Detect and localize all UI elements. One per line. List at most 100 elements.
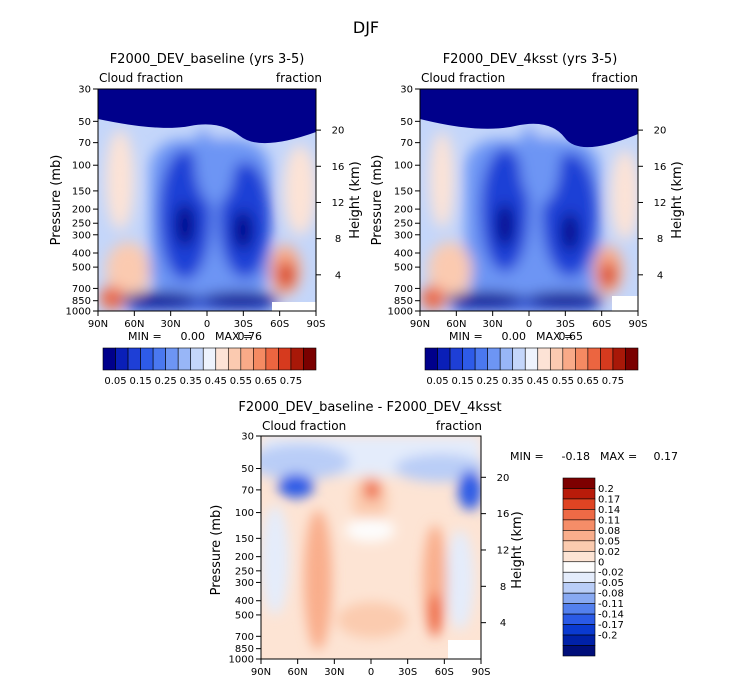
max-label: MAX = bbox=[215, 330, 252, 343]
colorbar-swatch bbox=[562, 561, 596, 573]
y-tick-label: 250 bbox=[235, 566, 254, 577]
colorbar-label: 0.02 bbox=[598, 547, 620, 558]
colorbar-label: 0.55 bbox=[552, 376, 574, 387]
y-tick-label: 100 bbox=[394, 161, 413, 172]
colorbar-label: 0.35 bbox=[180, 376, 202, 387]
colorbar-swatch bbox=[562, 645, 596, 657]
y-tick-label: 70 bbox=[400, 138, 413, 149]
colorbar-swatch bbox=[278, 347, 292, 371]
contour-field bbox=[98, 89, 316, 311]
y-tick-label: 250 bbox=[394, 219, 413, 230]
left-label: Cloud fraction bbox=[421, 71, 505, 85]
y2-axis-label: Height (km) bbox=[510, 511, 525, 588]
colorbar-swatch bbox=[562, 477, 596, 489]
y-tick-label: 1000 bbox=[388, 307, 413, 318]
x-tick-label: 0 bbox=[204, 319, 210, 330]
y-tick-label: 200 bbox=[235, 552, 254, 563]
colorbar-swatch bbox=[625, 347, 639, 371]
colorbar-swatch bbox=[549, 347, 564, 371]
y2-axis-label: Height (km) bbox=[348, 161, 363, 238]
y2-tick-label: 4 bbox=[335, 270, 341, 281]
right-label: fraction bbox=[592, 71, 638, 85]
y-tick-label: 500 bbox=[72, 263, 91, 274]
colorbar-swatch bbox=[152, 347, 166, 371]
y-tick-label: 30 bbox=[78, 85, 91, 96]
colorbar-swatch bbox=[424, 347, 438, 371]
colorbar-swatch bbox=[487, 347, 501, 371]
colorbar-swatch bbox=[449, 347, 463, 371]
y2-tick-label: 4 bbox=[500, 618, 506, 629]
colorbar-label: 0.11 bbox=[598, 515, 620, 526]
colorbar-swatch bbox=[512, 347, 526, 371]
y-tick-label: 850 bbox=[235, 644, 254, 655]
y2-tick-label: 12 bbox=[332, 198, 345, 209]
y-tick-label: 100 bbox=[72, 161, 91, 172]
colorbar-label: -0.2 bbox=[598, 631, 618, 642]
y2-tick-label: 20 bbox=[497, 473, 510, 484]
y-tick-label: 400 bbox=[394, 248, 413, 259]
y2-tick-label: 16 bbox=[332, 162, 345, 173]
x-tick-label: 90S bbox=[628, 319, 647, 330]
x-axis: 90N 60N 30N 0 30S 60S 90S bbox=[251, 659, 491, 678]
x-tick-label: 60N bbox=[446, 319, 466, 330]
colorbar-swatch bbox=[437, 347, 451, 371]
colorbar-label: 0.15 bbox=[451, 376, 473, 387]
colorbar-swatch bbox=[190, 347, 204, 371]
colorbar-swatch bbox=[562, 550, 596, 563]
y-tick-label: 150 bbox=[235, 534, 254, 545]
colorbar-label: 0 bbox=[598, 557, 604, 568]
y-tick-label: 50 bbox=[400, 117, 413, 128]
y-tick-label: 50 bbox=[241, 464, 254, 475]
min-value: -0.18 bbox=[562, 450, 590, 463]
colorbar-label: 0.45 bbox=[205, 376, 227, 387]
contour-field bbox=[261, 436, 481, 659]
colorbar-swatch bbox=[575, 347, 589, 371]
colorbar-swatch bbox=[612, 347, 626, 371]
colorbar-swatch bbox=[227, 347, 242, 371]
colorbar-swatch bbox=[562, 347, 576, 371]
colorbar-swatch bbox=[562, 571, 596, 584]
x-tick-label: 60N bbox=[288, 667, 308, 678]
colorbar: 0.20.170.140.110.080.050.020-0.02-0.05-0… bbox=[562, 477, 624, 657]
y-tick-label: 300 bbox=[235, 578, 254, 589]
colorbar-label: 0.75 bbox=[280, 376, 302, 387]
y-tick-label: 500 bbox=[235, 610, 254, 621]
y2-tick-label: 12 bbox=[497, 545, 510, 556]
y-tick-label: 700 bbox=[394, 284, 413, 295]
colorbar-swatch bbox=[562, 613, 596, 625]
max-value: 0.65 bbox=[559, 330, 584, 343]
colorbar-swatch bbox=[290, 347, 304, 371]
colorbar-swatch bbox=[102, 347, 116, 371]
y-tick-label: 250 bbox=[72, 219, 91, 230]
colorbar-label: 0.08 bbox=[598, 526, 620, 537]
y2-tick-label: 20 bbox=[332, 126, 345, 137]
colorbar-swatch bbox=[562, 530, 596, 542]
y-tick-label: 700 bbox=[72, 284, 91, 295]
colorbar-swatch bbox=[562, 488, 596, 500]
y2-axis-label: Height (km) bbox=[670, 161, 685, 238]
colorbar-swatch bbox=[562, 603, 596, 615]
colorbar-label: 0.2 bbox=[598, 484, 614, 495]
colorbar-label: 0.25 bbox=[477, 376, 499, 387]
colorbar-swatch bbox=[587, 347, 601, 371]
panel-title: F2000_DEV_baseline - F2000_DEV_4ksst bbox=[238, 400, 501, 415]
left-label: Cloud fraction bbox=[99, 71, 183, 85]
max-value: 0.76 bbox=[238, 330, 263, 343]
colorbar-label: -0.02 bbox=[598, 568, 624, 579]
colorbar-swatch bbox=[562, 540, 596, 552]
y2-tick-label: 4 bbox=[657, 270, 663, 281]
y-axis-label: Pressure (mb) bbox=[370, 155, 385, 246]
min-value: 0.00 bbox=[181, 330, 206, 343]
y-tick-label: 200 bbox=[394, 205, 413, 216]
colorbar-label: -0.17 bbox=[598, 620, 624, 631]
colorbar-swatch bbox=[177, 347, 192, 371]
min-label: MIN = bbox=[128, 330, 162, 343]
panel-baseline: F2000_DEV_baseline (yrs 3-5) Cloud fract… bbox=[49, 52, 363, 387]
panel-4ksst: F2000_DEV_4ksst (yrs 3-5) Cloud fraction… bbox=[370, 52, 685, 387]
y-tick-label: 300 bbox=[394, 230, 413, 241]
y-tick-label: 500 bbox=[394, 263, 413, 274]
x-tick-label: 60S bbox=[592, 319, 611, 330]
